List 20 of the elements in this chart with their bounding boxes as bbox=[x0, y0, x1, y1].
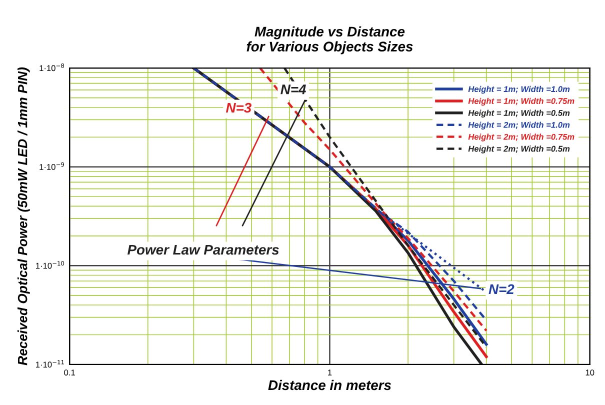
legend-label: Height = 2m; Width =0.75m bbox=[468, 134, 574, 142]
y-tick-label: 1·10$^{−9}$ bbox=[40, 162, 64, 170]
x-axis-title: Distance in meters bbox=[268, 380, 392, 390]
x-tick-label: 0.1 bbox=[64, 370, 75, 376]
annotation: N=3 bbox=[226, 102, 252, 113]
legend-label: Height = 1m; Width =0.75m bbox=[468, 98, 574, 106]
chart-title: Magnitude vs Distance for Various Objects Sizes bbox=[246, 26, 413, 54]
legend-label: Height = 1m; Width =0.5m bbox=[468, 110, 570, 118]
annotation: N=4 bbox=[280, 84, 306, 94]
x-tick-label: 10 bbox=[586, 370, 594, 376]
x-tick-label: 1 bbox=[328, 370, 332, 376]
y-axis-title: Received Optical Power (50mW LED / 1mm PIN) bbox=[18, 67, 30, 366]
legend-label: Height = 2m; Width =1.0m bbox=[468, 122, 570, 130]
legend-label: Height = 1m; Width =1.0m bbox=[468, 86, 570, 94]
legend-label: Height = 2m; Width =0.5m bbox=[468, 146, 570, 154]
y-tick-label: 1·10$^{−8}$ bbox=[40, 63, 64, 72]
y-tick-label: 1·10$^{−11}$ bbox=[36, 360, 64, 368]
annotation: N=2 bbox=[488, 284, 514, 294]
y-tick-label: 1·10$^{−10}$ bbox=[36, 261, 64, 269]
annotation: Power Law Parameters bbox=[128, 244, 279, 255]
